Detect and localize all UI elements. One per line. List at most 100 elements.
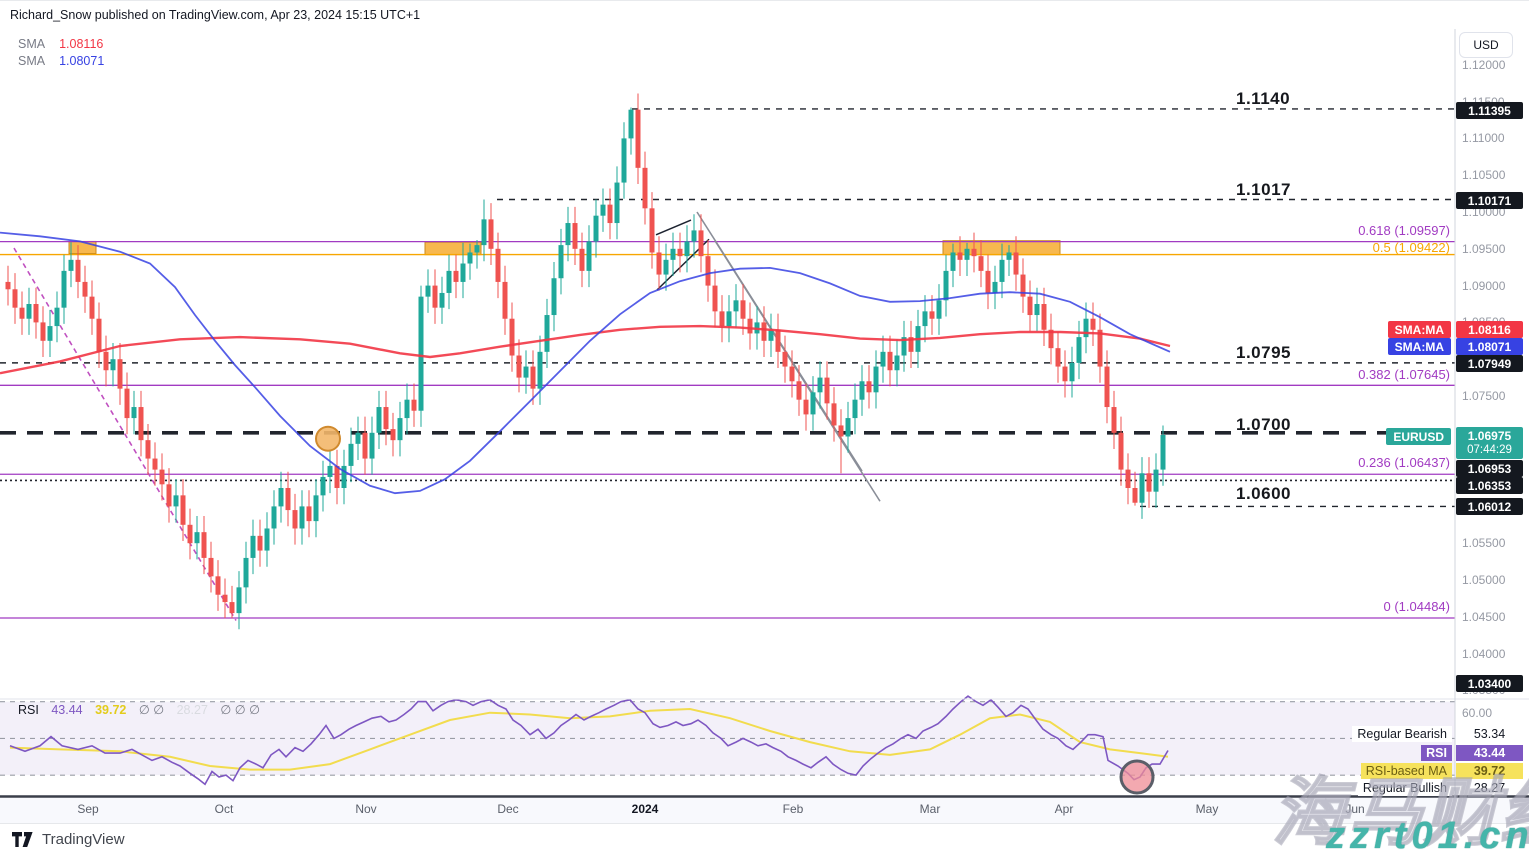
candle — [194, 532, 200, 544]
candle — [523, 366, 529, 378]
candle — [1090, 318, 1096, 330]
sma-slow-legend[interactable]: SMA 1.08071 — [18, 54, 104, 68]
tradingview-logo-text: TradingView — [42, 831, 125, 848]
price-axis-tick: 1.05500 — [1462, 536, 1506, 550]
supply-zone — [424, 241, 482, 256]
candle — [572, 223, 578, 249]
candle — [684, 241, 690, 257]
candle — [313, 495, 319, 522]
candle — [418, 296, 424, 411]
indicator-legend[interactable]: SMA 1.08116 SMA 1.08071 — [18, 37, 104, 68]
candle — [509, 318, 515, 356]
key-level-label: 1.1017 — [1236, 180, 1291, 199]
candle — [439, 292, 445, 308]
candle — [1034, 304, 1040, 316]
candle — [929, 311, 935, 319]
price-label-1.10171: 1.10171 — [1456, 192, 1523, 209]
month-label-Oct: Oct — [214, 802, 234, 816]
candle — [978, 256, 984, 271]
candle — [1139, 473, 1145, 503]
price-axis-tick: 1.09500 — [1462, 242, 1506, 256]
price-label-1.06953: 1.06953 — [1456, 460, 1523, 477]
candle — [1006, 252, 1012, 260]
candle — [383, 407, 389, 430]
price-label-1.06975: 1.06975 07:44:29 — [1456, 427, 1523, 459]
candle — [824, 377, 830, 404]
candle — [558, 245, 564, 279]
watermark-chinese: 海马财经 — [1271, 770, 1529, 855]
candle — [481, 219, 487, 246]
candle — [369, 432, 375, 459]
key-level-label: 1.1140 — [1236, 89, 1291, 108]
fib-label: 0.5 (1.09422) — [1372, 240, 1450, 255]
candle — [586, 241, 592, 271]
candle — [320, 476, 326, 496]
candle — [397, 418, 403, 441]
price-highlight-circle — [315, 425, 341, 452]
candle — [971, 248, 977, 257]
candle — [964, 248, 970, 260]
price-label-1.06353: 1.06353 — [1456, 477, 1523, 494]
month-label-Dec: Dec — [497, 802, 519, 816]
candle — [411, 399, 417, 411]
candle — [922, 311, 928, 327]
candle — [537, 351, 543, 389]
candle — [887, 351, 893, 371]
candle — [180, 495, 186, 525]
candle — [985, 270, 991, 293]
key-level-label: 1.0700 — [1236, 415, 1291, 434]
candle — [642, 167, 648, 209]
rsi-row-value: 43.44 — [1456, 745, 1523, 761]
channel-line — [714, 240, 881, 502]
currency-toggle-button[interactable]: USD — [1459, 32, 1513, 58]
candle — [1055, 348, 1061, 367]
candle — [488, 219, 494, 249]
time-axis[interactable] — [0, 798, 1529, 824]
candle — [740, 300, 746, 319]
sma-fast-legend[interactable]: SMA 1.08116 — [18, 37, 104, 51]
candle — [264, 528, 270, 551]
tradingview-branding[interactable]: TradingView — [12, 831, 125, 848]
candle — [376, 407, 382, 433]
candle — [796, 381, 802, 400]
candle — [75, 259, 81, 282]
candle — [1083, 318, 1089, 338]
candle — [677, 248, 683, 257]
candle — [1048, 329, 1054, 349]
candle — [1104, 366, 1110, 408]
candle — [1020, 274, 1026, 297]
candle — [663, 259, 669, 275]
price-label-1.11395: 1.11395 — [1456, 102, 1523, 119]
fib-label: 0 (1.04484) — [1383, 599, 1451, 614]
candle — [467, 252, 473, 264]
flag-trendline — [655, 219, 692, 236]
price-axis-tick: 1.04000 — [1462, 647, 1506, 661]
candle — [460, 263, 466, 282]
downtrend-dashed-line — [13, 247, 237, 621]
candle — [1111, 407, 1117, 433]
candle — [1132, 488, 1138, 503]
rsi-row-value: 39.72 — [1456, 763, 1523, 779]
rsi-empty-set-icon: ∅ ∅ ∅ — [220, 703, 260, 717]
candle — [691, 230, 697, 242]
candle — [656, 252, 662, 275]
candle — [768, 329, 774, 341]
candle — [544, 315, 550, 352]
rsi-legend[interactable]: RSI 43.44 39.72 ∅ ∅ 28.27 ∅ ∅ ∅ — [18, 702, 269, 717]
price-label-1.06012: 1.06012 — [1456, 498, 1523, 515]
candle — [250, 535, 256, 558]
candle — [474, 245, 480, 253]
month-label-Apr: Apr — [1054, 802, 1074, 816]
candle — [145, 440, 151, 459]
rsi-highlight-circle — [1119, 759, 1155, 795]
candle — [747, 318, 753, 334]
candle — [852, 399, 858, 419]
candle — [579, 248, 585, 271]
candle — [306, 506, 312, 522]
candle — [719, 311, 725, 327]
rsi-empty-set-icon: ∅ ∅ — [138, 703, 165, 717]
price-axis-tick: 1.12000 — [1462, 58, 1506, 72]
month-label-Mar: Mar — [919, 802, 941, 816]
sma-fast-value: 1.08116 — [59, 37, 104, 51]
